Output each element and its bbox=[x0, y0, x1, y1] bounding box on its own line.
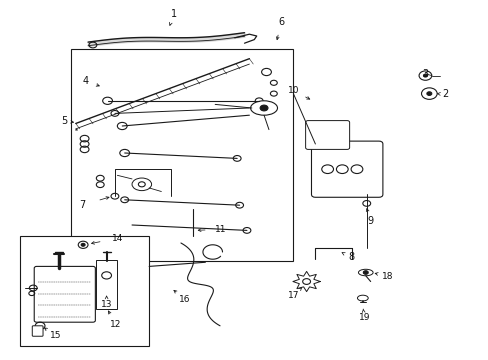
Text: 12: 12 bbox=[110, 320, 122, 329]
Text: 5: 5 bbox=[61, 116, 67, 126]
Text: 16: 16 bbox=[179, 295, 190, 304]
Text: 15: 15 bbox=[49, 331, 61, 340]
Text: 19: 19 bbox=[358, 313, 369, 322]
Text: 11: 11 bbox=[215, 225, 226, 234]
FancyBboxPatch shape bbox=[311, 141, 382, 197]
FancyBboxPatch shape bbox=[71, 49, 293, 261]
Circle shape bbox=[260, 105, 267, 111]
Circle shape bbox=[363, 271, 367, 274]
FancyBboxPatch shape bbox=[34, 266, 95, 322]
Ellipse shape bbox=[250, 101, 277, 115]
Circle shape bbox=[423, 74, 427, 77]
FancyBboxPatch shape bbox=[20, 236, 149, 346]
Text: 1: 1 bbox=[170, 9, 176, 19]
Text: 13: 13 bbox=[101, 300, 112, 309]
Text: 9: 9 bbox=[367, 216, 373, 226]
Circle shape bbox=[426, 92, 431, 95]
Text: 14: 14 bbox=[111, 234, 123, 243]
Text: 3: 3 bbox=[422, 69, 427, 79]
Circle shape bbox=[81, 243, 85, 246]
FancyBboxPatch shape bbox=[96, 260, 117, 309]
Text: 2: 2 bbox=[441, 89, 447, 99]
Text: 6: 6 bbox=[278, 17, 284, 27]
FancyBboxPatch shape bbox=[32, 326, 43, 336]
Text: 4: 4 bbox=[82, 76, 88, 86]
FancyBboxPatch shape bbox=[305, 121, 349, 149]
Text: 10: 10 bbox=[287, 86, 299, 95]
Text: 17: 17 bbox=[287, 292, 299, 300]
Text: 7: 7 bbox=[79, 200, 85, 210]
Circle shape bbox=[75, 125, 79, 128]
Ellipse shape bbox=[358, 269, 372, 276]
Ellipse shape bbox=[132, 178, 151, 191]
Text: 18: 18 bbox=[381, 271, 392, 281]
Ellipse shape bbox=[357, 295, 367, 301]
Text: 8: 8 bbox=[347, 252, 353, 262]
